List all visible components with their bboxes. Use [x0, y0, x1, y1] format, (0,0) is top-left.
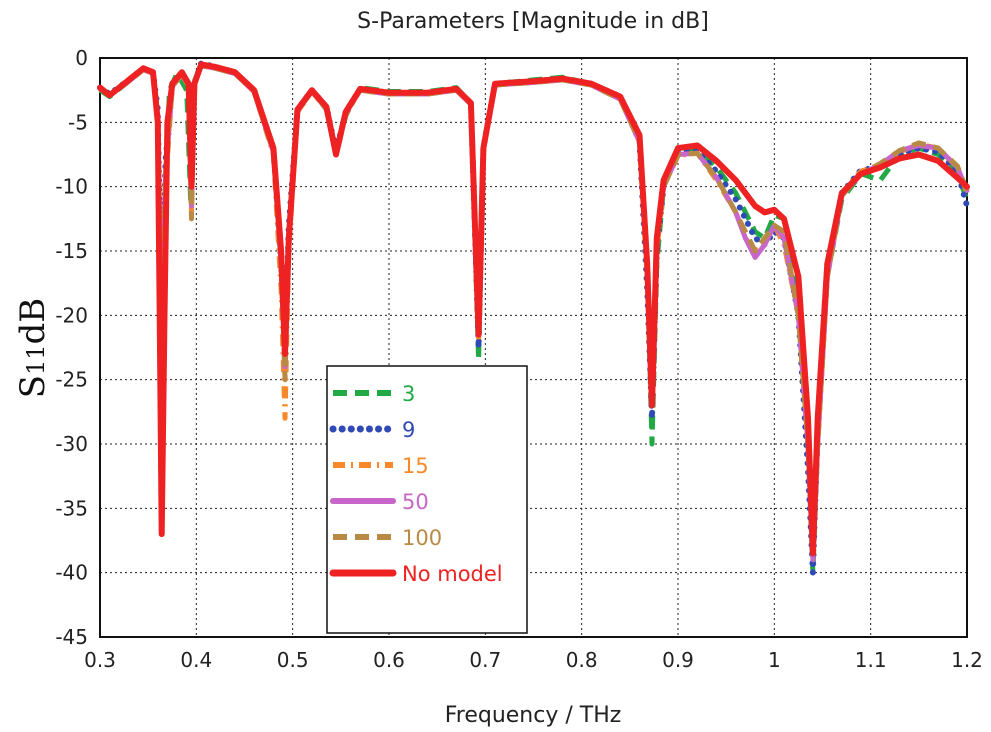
x-tick-label: 1.2: [951, 648, 983, 672]
series-line-50: [97, 63, 970, 563]
x-tick-label: 1: [768, 648, 781, 672]
x-tick-label: 0.7: [469, 648, 501, 672]
y-tick-labels: 0 -5 -10 -15 -20 -25 -30 -35 -40 -45: [55, 46, 88, 649]
legend-label: 15: [402, 454, 429, 478]
x-tick-label: 0.9: [662, 648, 694, 672]
legend-label: No model: [402, 562, 503, 586]
series-layer: [97, 60, 970, 576]
y-tick-label: -45: [55, 625, 88, 649]
series-line-100: [98, 63, 970, 550]
grid: [100, 58, 967, 637]
x-tick-label: 0.8: [566, 648, 598, 672]
chart-title: S-Parameters [Magnitude in dB]: [357, 9, 709, 34]
y-tick-label: 0: [75, 46, 88, 70]
y-axis-label-unit: dB: [13, 298, 53, 345]
x-axis-label: Frequency / THz: [445, 703, 622, 728]
legend-label: 9: [402, 418, 415, 442]
y-tick-label: -20: [55, 303, 88, 327]
series-line-9: [97, 60, 970, 576]
series-line-no-model: [97, 61, 970, 557]
x-tick-label: 0.3: [84, 648, 116, 672]
y-tick-label: -40: [55, 561, 88, 585]
y-tick-label: -25: [55, 368, 88, 392]
legend: 3 9 15 50 100 No model: [326, 365, 528, 634]
y-tick-label: -15: [55, 239, 88, 263]
x-tick-label: 0.4: [180, 648, 212, 672]
series-line-3: [98, 61, 970, 576]
y-tick-label: -5: [68, 110, 88, 134]
legend-label: 100: [402, 526, 442, 550]
x-tick-label: 0.6: [373, 648, 405, 672]
y-tick-label: -35: [55, 496, 88, 520]
legend-label: 50: [402, 490, 429, 514]
x-tick-label: 0.5: [277, 648, 309, 672]
series-line-15: [98, 63, 970, 550]
y-axis-label: S11dB: [13, 298, 53, 399]
y-tick-label: -10: [55, 175, 88, 199]
y-axis-label-main: S: [13, 375, 53, 398]
legend-label: 3: [402, 382, 415, 406]
x-tick-label: 1.1: [855, 648, 887, 672]
y-axis-label-sub: 11: [22, 344, 50, 375]
x-tick-labels: 0.3 0.4 0.5 0.6 0.7 0.8 0.9 1 1.1 1.2: [84, 648, 983, 672]
y-tick-label: -30: [55, 432, 88, 456]
plot-frame: [99, 57, 968, 638]
